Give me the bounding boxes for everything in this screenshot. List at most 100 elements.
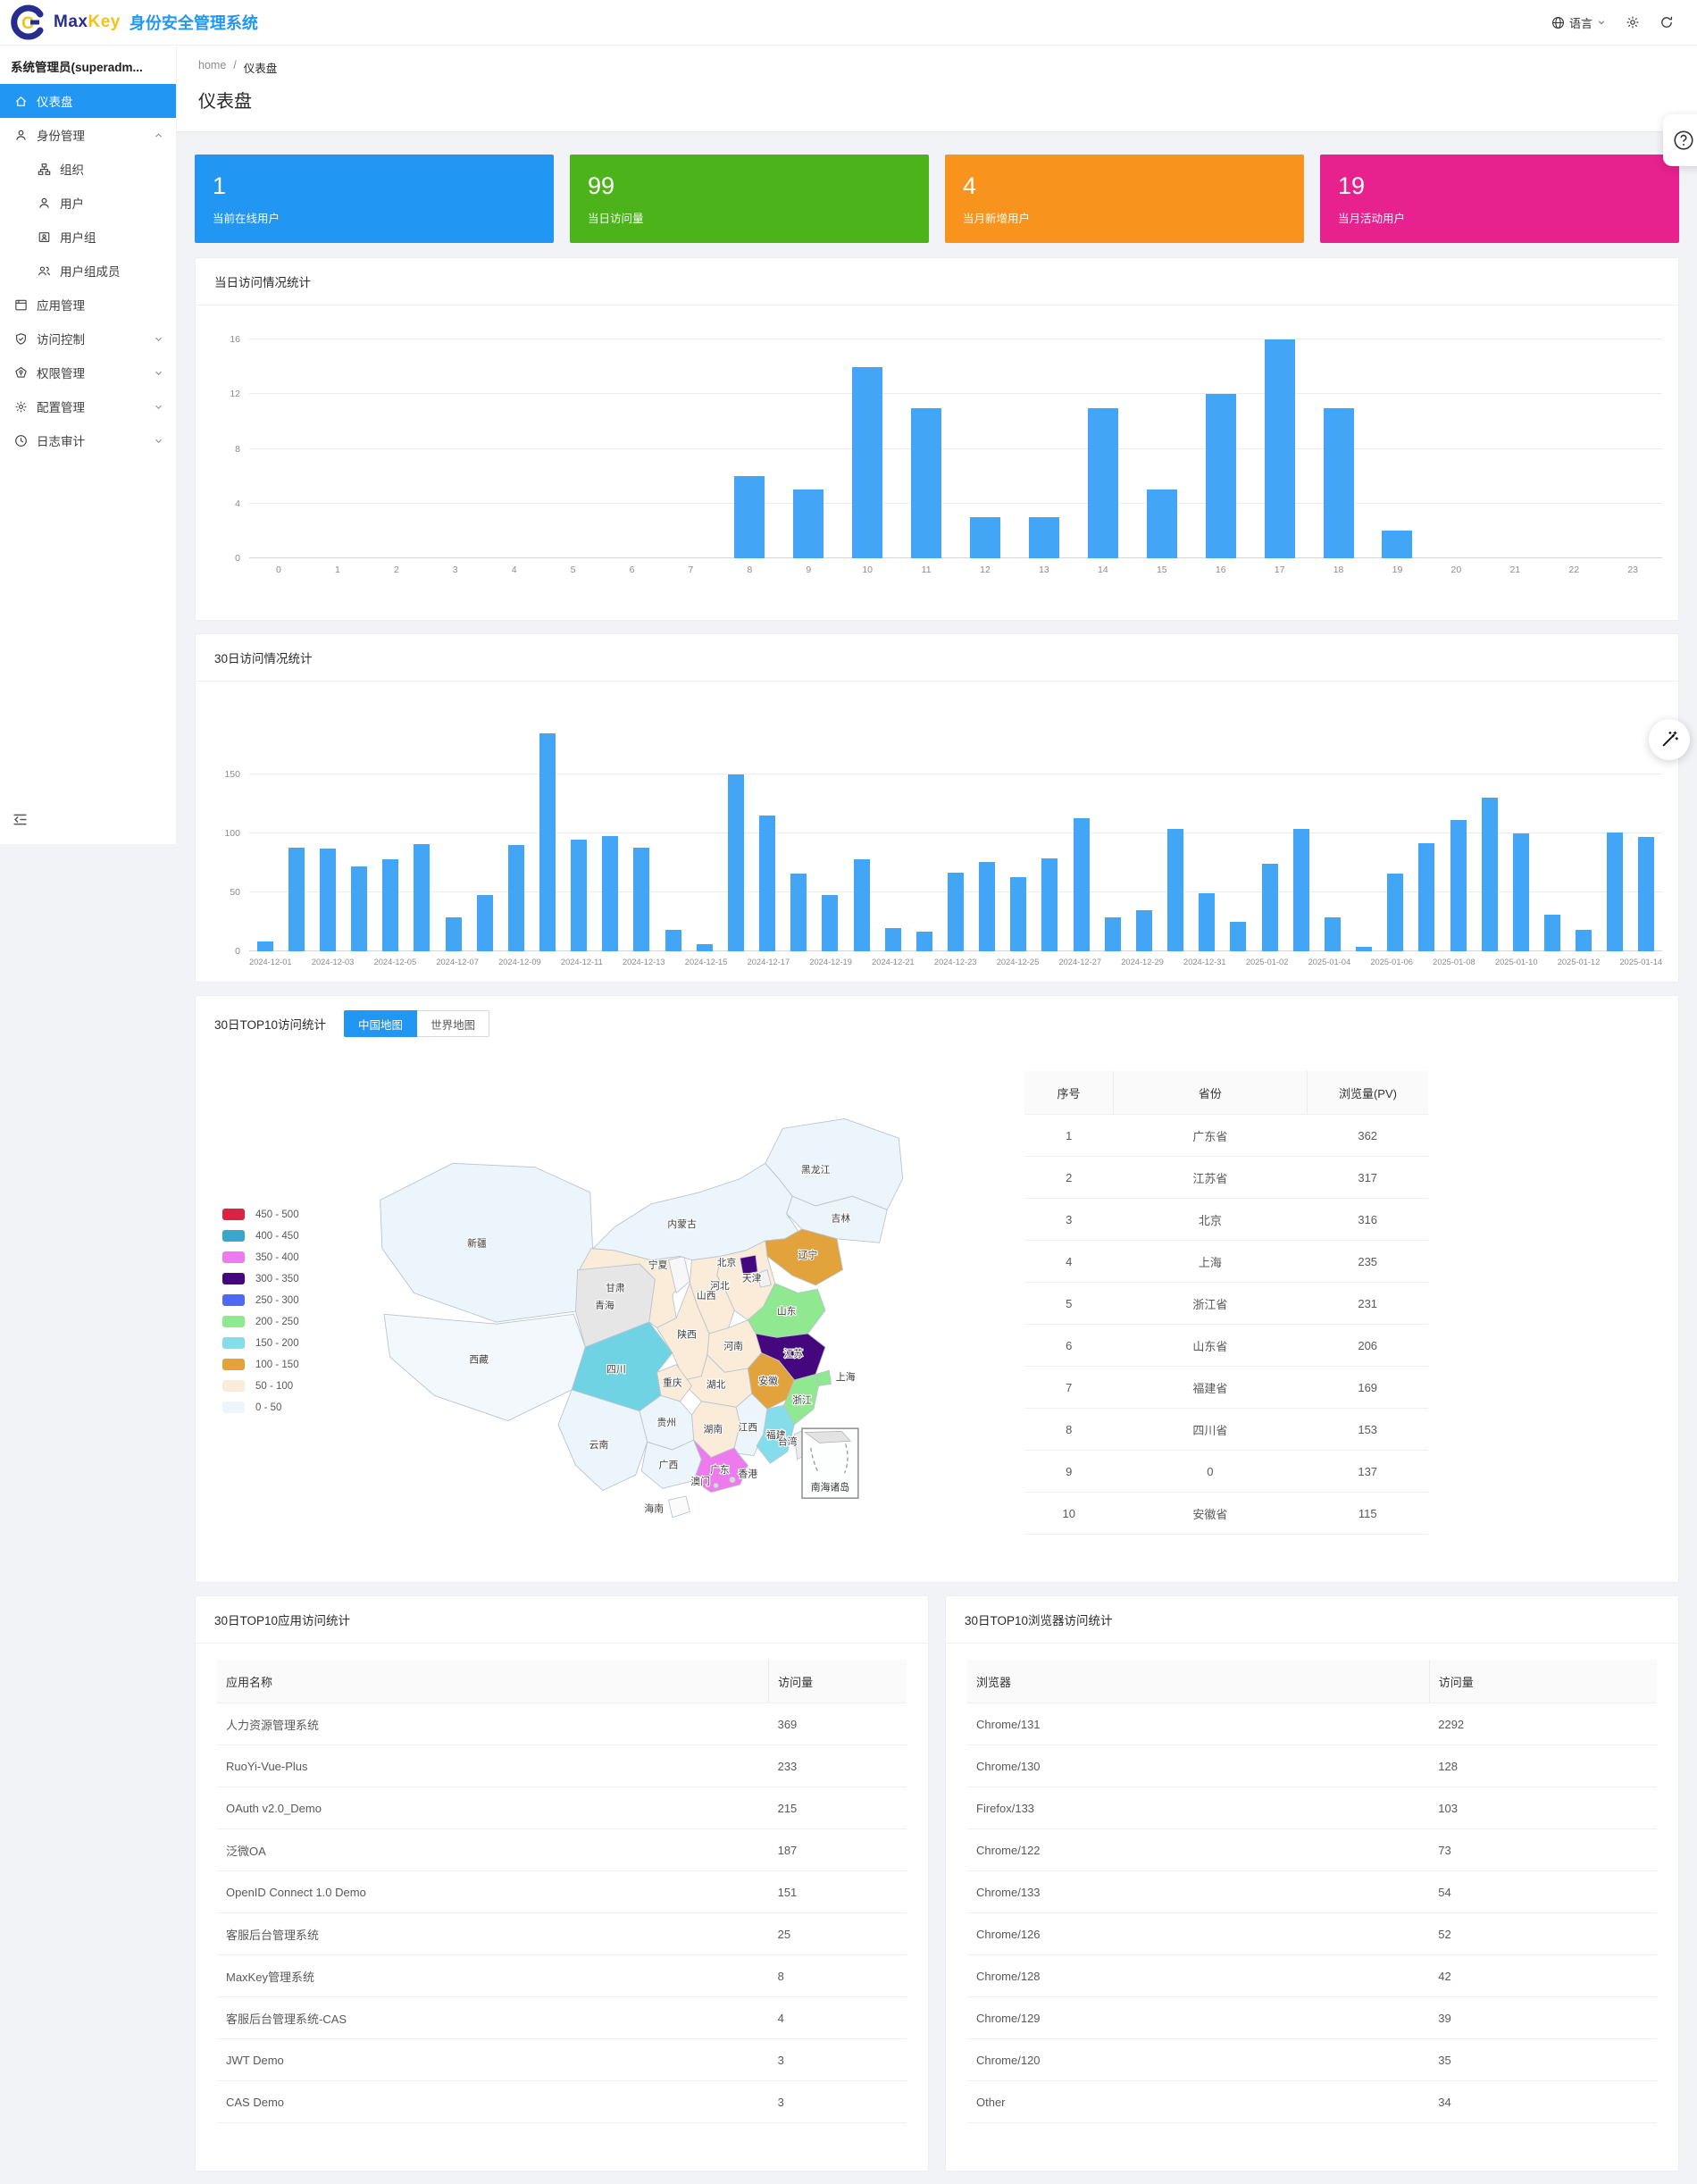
x-axis-tick: 2 <box>393 565 399 575</box>
language-switcher[interactable]: 语言 <box>1551 14 1606 31</box>
table-cell: 0 <box>1113 1450 1308 1493</box>
bar <box>970 517 1001 558</box>
stat-label: 当月新增用户 <box>963 213 1031 225</box>
table-row: OAuth v2.0_Demo 215 <box>217 1787 907 1829</box>
sidebar-collapse-button[interactable] <box>0 803 176 844</box>
chevron-down-icon <box>1598 21 1605 25</box>
sidebar-item-config[interactable]: 配置管理 <box>0 389 176 423</box>
sidebar-item-dashboard[interactable]: 仪表盘 <box>0 84 176 118</box>
x-axis-tick: 22 <box>1568 565 1580 575</box>
province-jiangxi[interactable] <box>733 1393 768 1456</box>
bar <box>288 847 305 951</box>
gear-icon <box>14 400 28 414</box>
table-cell: Chrome/128 <box>967 1954 1430 1997</box>
help-button[interactable] <box>1663 114 1697 166</box>
province-label-chongqing: 重庆 <box>663 1377 682 1389</box>
sidebar-item-org[interactable]: 组织 <box>0 152 176 186</box>
province-label-ningxia: 宁夏 <box>648 1258 668 1270</box>
province-beijing[interactable] <box>740 1254 758 1276</box>
x-axis-tick: 20 <box>1450 565 1462 575</box>
table-cell: Chrome/130 <box>967 1745 1430 1787</box>
province-xizang[interactable] <box>383 1313 586 1421</box>
brand-text: MaxKey <box>54 13 121 31</box>
province-hainan[interactable] <box>667 1495 690 1519</box>
perm-icon <box>14 366 28 380</box>
bar <box>1087 407 1118 558</box>
province-label-taiwan: 台湾 <box>778 1435 798 1448</box>
map-tabs: 中国地图 世界地图 <box>344 1010 490 1037</box>
x-axis-tick <box>727 958 747 966</box>
app-icon <box>14 298 28 312</box>
table-cell: 362 <box>1307 1114 1428 1157</box>
table-cell: 上海 <box>1113 1240 1308 1283</box>
bar <box>1356 946 1373 951</box>
sidebar-item-users[interactable]: 用户 <box>0 186 176 220</box>
x-axis-tick: 2024-12-29 <box>1121 958 1164 966</box>
table-row: Chrome/130 128 <box>967 1745 1657 1787</box>
x-axis-tick <box>1350 958 1370 966</box>
province-hongkong[interactable] <box>729 1476 736 1484</box>
y-axis-tick: 0 <box>235 946 240 957</box>
bar <box>633 847 650 951</box>
sidebar-item-groupmember[interactable]: 用户组成员 <box>0 254 176 288</box>
tab-world-map[interactable]: 世界地图 <box>417 1010 490 1037</box>
sidebar-item-usergroup[interactable]: 用户组 <box>0 220 176 254</box>
province-label-sichuan: 四川 <box>606 1364 626 1375</box>
bar <box>948 872 965 951</box>
table-cell: Chrome/120 <box>967 2038 1430 2081</box>
stat-card-1: 99 当日访问量 <box>570 155 929 243</box>
province-fujian[interactable] <box>756 1404 795 1464</box>
x-axis-tick: 2025-01-14 <box>1619 958 1663 966</box>
svg-text:南海诸岛: 南海诸岛 <box>811 1481 849 1494</box>
sidebar-item-identity[interactable]: 身份管理 <box>0 118 176 152</box>
bar <box>571 839 588 951</box>
x-axis-tick: 11 <box>921 565 932 575</box>
table-cell: 10 <box>1024 1492 1114 1535</box>
table-row: 1 广东省 362 <box>1024 1114 1428 1157</box>
bar <box>915 931 932 951</box>
sidebar-item-audit[interactable]: 日志审计 <box>0 423 176 457</box>
province-label-guangxi: 广西 <box>659 1460 679 1471</box>
x-axis-tick: 6 <box>629 565 635 575</box>
table-cell: 73 <box>1429 1828 1657 1871</box>
panel-title-browsers: 30日TOP10浏览器访问统计 <box>946 1596 1678 1644</box>
tab-china-map[interactable]: 中国地图 <box>344 1010 418 1037</box>
legend-range-label: 100 - 150 <box>255 1359 299 1370</box>
table-cell: 3 <box>768 2038 907 2081</box>
magic-wand-button[interactable] <box>1649 719 1690 760</box>
sidebar-item-label: 应用管理 <box>37 299 85 313</box>
table-cell: 215 <box>768 1787 907 1829</box>
bar <box>1607 832 1624 951</box>
sidebar-item-access[interactable]: 访问控制 <box>0 322 176 356</box>
bar <box>382 859 399 951</box>
chevron-down-icon <box>154 436 163 446</box>
table-cell: 317 <box>1307 1156 1428 1199</box>
x-axis-tick <box>292 958 312 966</box>
province-tianjin[interactable] <box>757 1268 772 1288</box>
table-row: 8 四川省 153 <box>1024 1408 1428 1451</box>
province-jilin[interactable] <box>786 1195 888 1243</box>
svg-text:C: C <box>21 14 34 33</box>
province-label-zhejiang: 浙江 <box>792 1394 812 1406</box>
province-macau[interactable] <box>713 1482 719 1489</box>
table-cell: 42 <box>1429 1954 1657 1997</box>
sidebar-item-label: 用户组成员 <box>60 265 121 279</box>
panel-top10-apps: 30日TOP10应用访问统计 应用名称 访问量 人力资源管理系统 369 RuoYi-… <box>195 1595 929 2171</box>
settings-button[interactable] <box>1626 15 1640 29</box>
bar <box>1010 876 1027 951</box>
logout-button[interactable] <box>1659 15 1674 29</box>
province-zhejiang[interactable] <box>782 1373 819 1426</box>
x-axis-tick: 2024-12-07 <box>436 958 479 966</box>
table-row: 客服后台管理系统-CAS 4 <box>217 1996 907 2039</box>
table-row: JWT Demo 3 <box>217 2038 907 2081</box>
province-yunnan[interactable] <box>557 1389 648 1492</box>
sidebar-item-permission[interactable]: 权限管理 <box>0 356 176 389</box>
x-axis-tick: 14 <box>1098 565 1108 575</box>
bar <box>1261 864 1278 951</box>
table-cell: 广东省 <box>1113 1114 1308 1157</box>
x-axis-tick <box>915 958 934 966</box>
sidebar-item-apps[interactable]: 应用管理 <box>0 288 176 322</box>
legend-item: 50 - 100 <box>222 1380 299 1392</box>
language-label: 语言 <box>1568 16 1593 30</box>
breadcrumb-home[interactable]: home <box>198 59 227 71</box>
